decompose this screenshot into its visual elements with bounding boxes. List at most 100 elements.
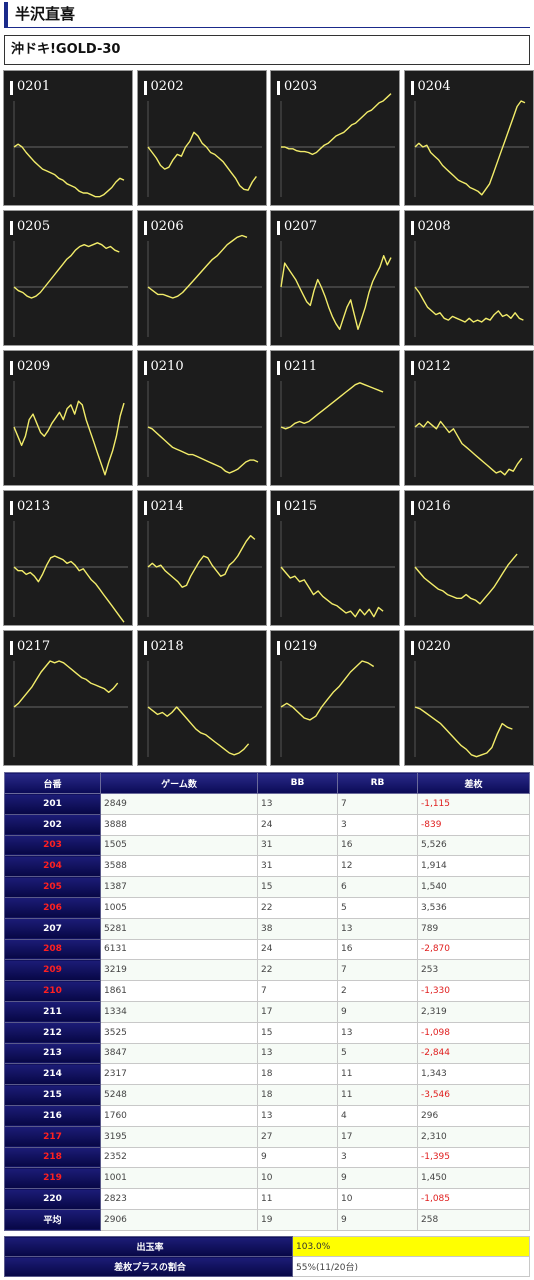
- cell-bb: 9: [257, 1146, 338, 1169]
- slump-graph: [413, 521, 529, 617]
- panel-marker: [143, 81, 147, 95]
- panel-machine-label: 0205: [17, 219, 51, 234]
- cell-bb: 13: [257, 1042, 338, 1065]
- slump-graph-panel: 0202: [136, 70, 267, 206]
- cell-machine-no: 216: [4, 1104, 101, 1127]
- cell-rb: 7: [337, 793, 418, 815]
- panel-machine-label: 0209: [17, 359, 51, 374]
- slump-graph: [280, 93, 395, 197]
- cell-games: 2352: [100, 1146, 258, 1169]
- table-header-row: 台番 ゲーム数 BB RB 差枚: [4, 772, 530, 794]
- cell-diff: -839: [417, 813, 530, 836]
- slump-line: [147, 234, 247, 299]
- cell-diff: 789: [417, 917, 530, 940]
- panel-machine-label: 0218: [150, 639, 184, 654]
- panel-marker: [277, 641, 280, 655]
- cell-diff: 1,343: [417, 1063, 530, 1086]
- slump-graph-panel: 0204: [403, 70, 534, 206]
- slump-graph: [280, 381, 395, 477]
- slump-line: [13, 555, 125, 623]
- table-row: 212 3525 15 13 -1,098: [4, 1021, 530, 1044]
- panel-machine-label: 0206: [150, 219, 184, 234]
- cell-bb: 38: [257, 917, 338, 940]
- cell-bb: 31: [257, 855, 338, 878]
- cell-machine-no: 218: [4, 1146, 101, 1169]
- cell-diff: 2,310: [417, 1125, 530, 1148]
- cell-rb: 16: [337, 938, 418, 961]
- slump-line: [13, 242, 120, 299]
- machine-data-table: 台番 ゲーム数 BB RB 差枚 201 2849 13 7 -1,115 202 3888…: [4, 772, 530, 1231]
- cell-diff: -1,115: [417, 793, 530, 815]
- slump-graph-panel: 0212: [403, 350, 534, 486]
- table-row: 207 5281 38 13 789: [4, 917, 530, 940]
- cell-rb: 10: [337, 1188, 418, 1210]
- panel-marker: [410, 501, 414, 515]
- cell-rb: 5: [337, 896, 418, 919]
- slump-graph-panel: 0215: [270, 490, 400, 626]
- cell-machine-no: 211: [4, 1000, 101, 1023]
- panel-machine-label: 0217: [17, 639, 51, 654]
- panel-marker: [277, 361, 280, 375]
- slump-graph: [13, 660, 128, 757]
- cell-bb: 11: [257, 1188, 338, 1210]
- table-row: 214 2317 18 11 1,343: [4, 1063, 530, 1086]
- table-row: 220 2823 11 10 -1,085: [4, 1188, 530, 1210]
- slump-graph: [413, 241, 529, 337]
- cell-games: 3195: [100, 1125, 258, 1148]
- table-row: 208 6131 24 16 -2,870: [4, 938, 530, 961]
- cell-machine-no: 220: [4, 1188, 101, 1210]
- table-row: 206 1005 22 5 3,536: [4, 896, 530, 919]
- col-rb: RB: [337, 772, 418, 794]
- slump-line: [280, 255, 392, 330]
- slump-graph-panel: 0219: [270, 630, 400, 766]
- slump-graph: [13, 381, 128, 477]
- slump-graph: [414, 661, 529, 758]
- average-games: 2906: [100, 1208, 258, 1231]
- slump-graph-panel: 0216: [403, 490, 534, 626]
- panel-marker: [143, 221, 147, 235]
- average-label: 平均: [4, 1208, 101, 1231]
- cell-machine-no: 213: [4, 1042, 101, 1065]
- table-row: 213 3847 13 5 -2,844: [4, 1042, 530, 1065]
- cell-games: 3525: [100, 1021, 258, 1044]
- slump-graph-panel: 0205: [3, 210, 133, 346]
- cell-diff: 3,536: [417, 896, 530, 919]
- cell-games: 5248: [100, 1084, 258, 1106]
- cell-machine-no: 207: [4, 917, 101, 940]
- slump-graph: [414, 381, 529, 477]
- cell-diff: 2,319: [417, 1000, 530, 1023]
- cell-rb: 2: [337, 980, 418, 1002]
- cell-bb: 10: [257, 1167, 338, 1190]
- panel-machine-label: 0207: [284, 219, 318, 234]
- cell-machine-no: 219: [4, 1167, 101, 1190]
- cell-rb: 5: [337, 1042, 418, 1065]
- panel-marker: [143, 361, 147, 375]
- panel-marker: [10, 221, 13, 235]
- cell-machine-no: 201: [4, 793, 101, 815]
- cell-games: 5281: [100, 917, 258, 940]
- slump-graph: [13, 101, 128, 198]
- cell-machine-no: 212: [4, 1021, 101, 1044]
- cell-bb: 13: [257, 1104, 338, 1127]
- col-bb: BB: [257, 772, 338, 794]
- cell-diff: -3,546: [417, 1084, 530, 1106]
- cell-rb: 7: [337, 959, 418, 982]
- slump-graph-panel: 0208: [403, 210, 534, 346]
- page-title: 半沢直喜: [4, 2, 530, 28]
- cell-diff: -1,395: [417, 1146, 530, 1169]
- panel-machine-label: 0208: [417, 219, 451, 234]
- cell-bb: 18: [257, 1084, 338, 1106]
- cell-diff: -2,870: [417, 938, 530, 961]
- slump-line: [414, 420, 522, 476]
- panel-marker: [410, 221, 414, 235]
- slump-line: [281, 93, 392, 156]
- cell-diff: 1,914: [417, 855, 530, 878]
- cell-diff: 296: [417, 1104, 530, 1127]
- panel-machine-label: 0216: [417, 499, 451, 514]
- cell-diff: -1,085: [417, 1188, 530, 1210]
- cell-machine-no: 215: [4, 1084, 101, 1106]
- slump-graph-panel: 0220: [403, 630, 534, 766]
- summary-row-plus-ratio: 差枚プラスの割合 55%(11/20台): [4, 1256, 530, 1277]
- slump-graph: [280, 521, 395, 618]
- cell-games: 1001: [100, 1167, 258, 1190]
